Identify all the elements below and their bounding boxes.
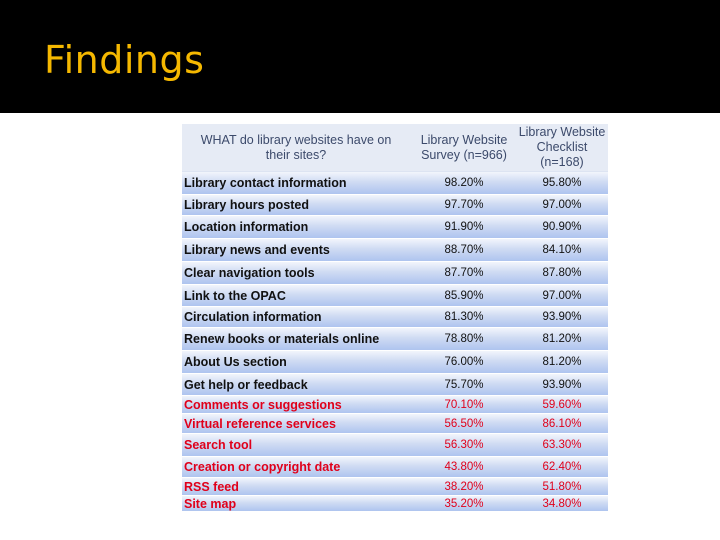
row-label: Search tool [184,438,253,452]
table-row: Site map 35.20% 34.80% [182,496,608,512]
table-row: Library contact information 98.20% 95.80% [182,172,608,195]
checklist-value: 81.20% [542,356,582,368]
slide-title: Findings [44,38,205,82]
checklist-value: 93.90% [542,378,582,391]
table-row: Library hours posted 97.70% 97.00% [182,195,608,216]
header-survey-line: Survey (n=966) [421,147,507,162]
checklist-value: 63.30% [542,439,582,451]
row-label: Circulation information [184,310,322,324]
row-label: Renew books or materials online [184,332,380,346]
table-header: WHAT do library websites have on their s… [182,124,608,171]
survey-value: 76.00% [444,356,484,368]
survey-value: 56.30% [444,439,484,451]
checklist-value: 95.80% [542,177,582,189]
header-question-line: their sites? [265,147,327,162]
checklist-value: 90.90% [542,221,582,233]
header-checklist: Library Website Checklist (n=168) [516,124,608,171]
survey-value: 81.30% [444,311,484,323]
table-row: Clear navigation tools 87.70% 87.80% [182,262,608,285]
survey-value: 85.90% [444,289,484,302]
checklist-value: 93.90% [542,311,582,323]
survey-value: 35.20% [444,497,484,510]
table-row: Library news and events 88.70% 84.10% [182,239,608,262]
row-label: Virtual reference services [184,416,336,431]
table-row: Creation or copyright date 43.80% 62.40% [182,457,608,478]
checklist-value: 62.40% [542,461,582,473]
row-label: Library news and events [184,243,330,257]
header-question-line: WHAT do library websites have on [200,132,392,147]
table-row: Get help or feedback 75.70% 93.90% [182,374,608,396]
table-row: RSS feed 38.20% 51.80% [182,478,608,496]
row-label: Library hours posted [184,198,310,212]
findings-table: WHAT do library websites have on their s… [182,124,608,512]
survey-value: 88.70% [444,244,484,256]
checklist-value: 97.00% [542,289,582,302]
survey-value: 70.10% [444,398,484,411]
table-row: Circulation information 81.30% 93.90% [182,307,608,328]
row-label: Location information [184,220,309,234]
row-label: RSS feed [184,479,239,494]
row-label: Creation or copyright date [184,460,341,474]
survey-value: 43.80% [444,461,484,473]
header-survey: Library Website Survey (n=966) [414,124,514,171]
table-row: Link to the OPAC 85.90% 97.00% [182,285,608,307]
survey-value: 78.80% [444,333,484,345]
checklist-value: 81.20% [542,333,582,345]
row-label: Clear navigation tools [184,266,315,280]
survey-value: 98.20% [444,177,484,189]
row-label: Comments or suggestions [184,397,342,412]
survey-value: 38.20% [444,480,484,493]
table-row: Search tool 56.30% 63.30% [182,434,608,457]
checklist-value: 86.10% [542,417,582,430]
survey-value: 91.90% [444,221,484,233]
checklist-value: 97.00% [542,199,582,211]
survey-value: 75.70% [444,378,484,391]
survey-value: 56.50% [444,417,484,430]
title-bar: Findings [0,0,720,113]
row-label: Link to the OPAC [184,288,286,303]
survey-value: 97.70% [444,199,484,211]
table-row: Comments or suggestions 70.10% 59.60% [182,396,608,414]
checklist-value: 87.80% [542,267,582,279]
row-label: Library contact information [184,176,347,190]
checklist-value: 51.80% [542,480,582,493]
survey-value: 87.70% [444,267,484,279]
row-label: Site map [184,496,237,511]
table-row: Renew books or materials online 78.80% 81.… [182,328,608,351]
header-checklist-line: Checklist [536,140,588,154]
checklist-value: 34.80% [542,497,582,510]
header-question: WHAT do library websites have on their s… [182,124,410,171]
row-label: About Us section [184,355,287,369]
row-label: Get help or feedback [184,377,308,392]
checklist-value: 84.10% [542,244,582,256]
table-row: About Us section 76.00% 81.20% [182,351,608,374]
checklist-value: 59.60% [542,398,582,411]
table-row: Virtual reference services 56.50% 86.10% [182,414,608,434]
header-checklist-line: Library Website [518,125,606,139]
header-checklist-line: (n=168) [540,155,584,169]
header-survey-line: Library Website [420,132,508,147]
table-row: Location information 91.90% 90.90% [182,216,608,239]
